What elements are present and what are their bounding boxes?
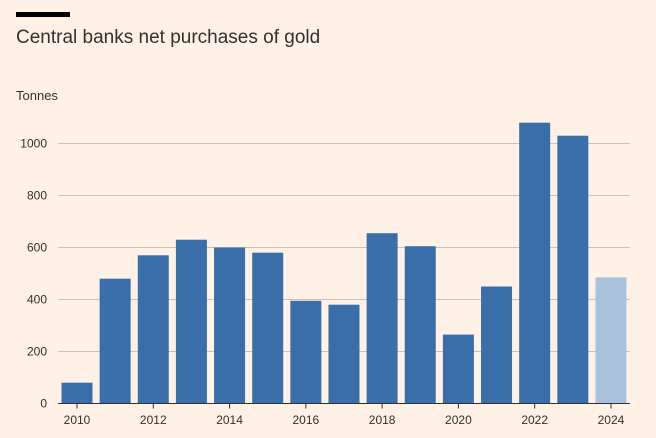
bar-2016 (290, 300, 322, 404)
bar-2019 (404, 246, 436, 404)
bar-2023 (557, 135, 589, 404)
x-tick-label: 2024 (598, 413, 625, 427)
y-tick-label: 600 (27, 241, 47, 255)
header-rule (16, 12, 70, 17)
bar-2021 (481, 286, 513, 404)
bar-2020 (442, 334, 474, 404)
x-tick-label: 2018 (369, 413, 396, 427)
y-axis-unit-label: Tonnes (16, 88, 58, 103)
x-axis (58, 403, 630, 409)
bar-2011 (99, 278, 131, 404)
bar-2015 (252, 252, 284, 404)
y-tick-label: 400 (27, 293, 47, 307)
y-axis-tick-labels: 0 200 400 600 800 1000 (20, 137, 47, 411)
x-tick-label: 2022 (521, 413, 548, 427)
y-tick-label: 800 (27, 189, 47, 203)
bars (61, 122, 627, 404)
x-tick-label: 2010 (64, 413, 91, 427)
x-tick-label: 2012 (140, 413, 167, 427)
bar-2024 (595, 277, 627, 404)
bar-2017 (328, 304, 360, 404)
x-tick-label: 2016 (292, 413, 319, 427)
x-tick-label: 2020 (445, 413, 472, 427)
bar-2012 (137, 255, 169, 404)
y-tick-label: 200 (27, 345, 47, 359)
bar-2018 (366, 233, 398, 404)
bar-2022 (519, 122, 551, 404)
x-tick-label: 2014 (216, 413, 243, 427)
bar-2013 (175, 239, 207, 404)
x-axis-tick-labels: 2010 2012 2014 2016 2018 2020 2022 2024 (64, 413, 625, 427)
y-tick-label: 0 (40, 397, 47, 411)
bar-2014 (214, 247, 246, 404)
chart-title: Central banks net purchases of gold (16, 27, 321, 48)
y-tick-label: 1000 (20, 137, 47, 151)
bar-2010 (61, 382, 93, 404)
